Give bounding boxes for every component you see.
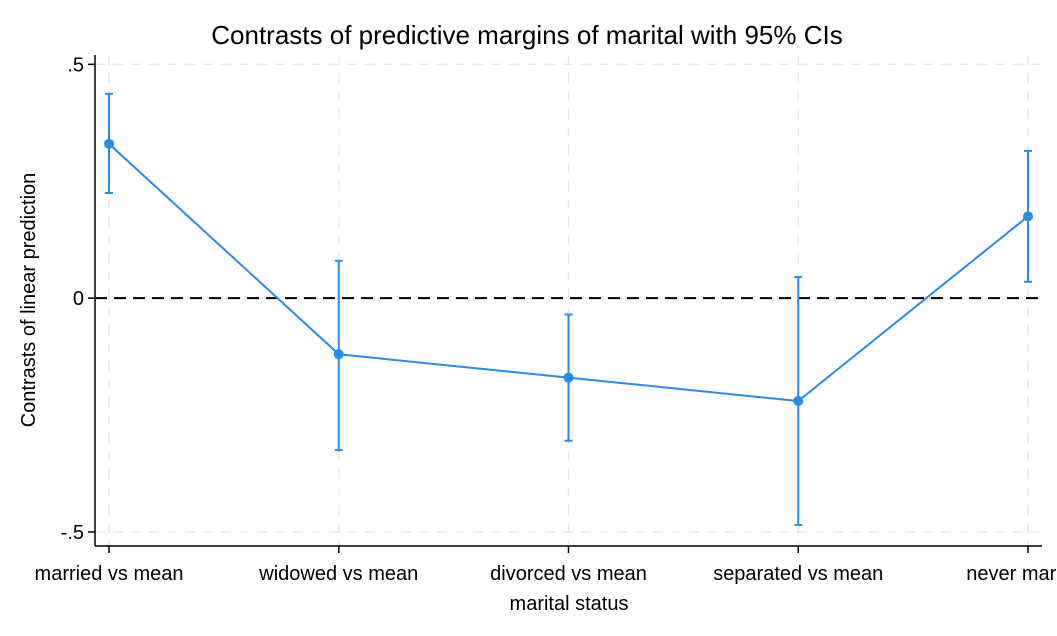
x-tick-label-0: married vs mean (35, 563, 184, 585)
y-tick-label-2: -.5 (61, 522, 84, 544)
data-point-4 (1023, 211, 1033, 222)
x-tick-label-1: widowed vs mean (258, 563, 418, 585)
chart-title: Contrasts of predictive margins of marit… (211, 20, 842, 50)
x-ticks: married vs mean widowed vs mean divorced v… (35, 546, 1057, 585)
x-axis-label: marital status (510, 593, 629, 615)
y-tick-label-1: 0 (73, 288, 84, 310)
y-axis-label: Contrasts of linear prediction (18, 173, 40, 428)
data-point-1 (333, 349, 344, 360)
data-point-3 (793, 396, 804, 407)
x-tick-label-4: never married (966, 563, 1057, 585)
data-point-0 (104, 138, 114, 149)
y-tick-label-0: .5 (67, 54, 84, 76)
series-group (104, 92, 1033, 526)
x-tick-label-2: divorced vs mean (490, 563, 647, 585)
y-ticks: .5 0 -.5 (61, 54, 95, 544)
x-tick-label-3: separated vs mean (713, 563, 883, 585)
grid (95, 55, 1042, 546)
data-point-2 (563, 372, 574, 383)
